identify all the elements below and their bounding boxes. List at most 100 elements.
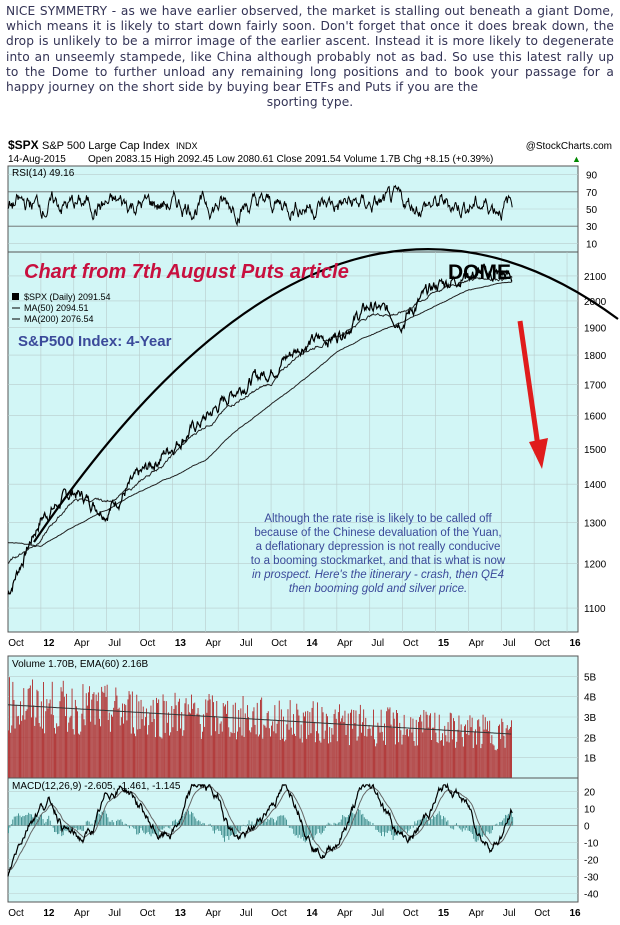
volume-bar <box>358 714 360 778</box>
volume-bar <box>80 731 82 778</box>
macd-hist-bar <box>291 825 293 829</box>
x-tick-label-bottom: Jul <box>503 908 516 919</box>
volume-bar <box>140 699 142 778</box>
rsi-tick-label: 70 <box>586 188 598 199</box>
volume-bar <box>105 697 107 778</box>
volume-bar <box>17 715 19 778</box>
volume-bar <box>405 729 407 778</box>
volume-bar <box>401 744 403 778</box>
volume-bar <box>77 711 78 778</box>
macd-hist-bar <box>458 825 460 829</box>
macd-hist-bar <box>264 819 266 826</box>
volume-bar <box>70 715 72 778</box>
volume-bar <box>377 722 379 778</box>
x-tick-label: 13 <box>175 638 187 649</box>
volume-bar <box>418 721 419 778</box>
volume-bar <box>33 705 35 778</box>
macd-hist-bar <box>55 825 57 833</box>
volume-bar <box>264 725 266 778</box>
volume-bar <box>69 717 71 778</box>
price-tick-label: 2100 <box>584 272 607 283</box>
volume-bar <box>261 697 263 778</box>
volume-bar <box>460 724 462 778</box>
volume-bar <box>13 700 15 778</box>
volume-bar <box>85 693 87 778</box>
macd-hist-bar <box>165 825 166 827</box>
volume-bar <box>369 728 371 778</box>
volume-bar <box>260 699 261 778</box>
down-arrow-head <box>529 438 548 469</box>
macd-hist-bar <box>88 821 90 826</box>
macd-hist-bar <box>444 817 446 826</box>
macd-tick-label: 10 <box>584 805 596 816</box>
macd-hist-bar <box>169 825 171 829</box>
volume-bar <box>205 699 207 778</box>
volume-bar <box>166 722 168 778</box>
macd-hist-bar <box>22 815 24 826</box>
volume-bar <box>196 713 198 778</box>
volume-bar <box>195 716 197 778</box>
commentary-line-4: to a booming stockmarket, and that is wh… <box>251 555 506 567</box>
volume-bar <box>318 733 320 778</box>
volume-bar <box>10 732 12 778</box>
macd-hist-bar <box>428 823 430 826</box>
macd-hist-bar <box>127 825 129 827</box>
volume-bar <box>22 715 24 778</box>
volume-bar <box>12 681 14 778</box>
volume-bar <box>54 727 55 778</box>
volume-bar <box>169 735 170 778</box>
macd-hist-bar <box>137 825 139 835</box>
volume-bar <box>104 685 106 778</box>
macd-hist-bar <box>113 822 115 826</box>
volume-bar <box>141 719 143 778</box>
macd-hist-bar <box>159 825 161 832</box>
macd-hist-bar <box>129 825 130 829</box>
volume-bar <box>267 711 269 778</box>
volume-tick-label: 4B <box>584 693 597 704</box>
volume-bar <box>194 702 196 778</box>
volume-bar <box>316 731 317 778</box>
volume-bar <box>273 731 275 778</box>
volume-bar <box>361 732 362 778</box>
volume-bar <box>209 699 211 778</box>
macd-hist-bar <box>506 815 508 826</box>
volume-bar <box>39 726 41 778</box>
volume-bar <box>337 712 339 778</box>
macd-hist-bar <box>49 820 51 826</box>
volume-bar <box>268 728 270 778</box>
volume-bar <box>237 731 238 778</box>
volume-bar <box>350 712 351 778</box>
macd-hist-bar <box>62 825 64 836</box>
volume-bar <box>504 747 506 778</box>
volume-bar <box>225 704 226 778</box>
volume-bar <box>40 701 42 778</box>
volume-bar <box>368 725 370 778</box>
macd-hist-bar <box>283 815 285 826</box>
volume-bar <box>134 733 135 778</box>
macd-hist-bar <box>265 821 267 826</box>
macd-hist-bar <box>140 825 142 829</box>
volume-bar <box>370 735 372 778</box>
volume-bar <box>304 716 305 778</box>
volume-bar <box>381 731 383 778</box>
volume-bar <box>244 713 246 778</box>
volume-bar <box>415 719 417 778</box>
volume-bar <box>352 728 354 778</box>
volume-bar <box>109 731 111 778</box>
volume-bar <box>392 712 394 778</box>
macd-hist-bar <box>443 816 444 826</box>
down-arrow <box>517 320 548 469</box>
volume-bar <box>321 707 323 778</box>
volume-bar <box>467 720 469 778</box>
macd-hist-bar <box>415 823 417 826</box>
macd-hist-bar <box>512 816 514 826</box>
macd-hist-bar <box>346 817 348 826</box>
price-tick-label: 1400 <box>584 480 607 491</box>
volume-bar <box>86 705 88 778</box>
volume-bar <box>165 701 167 778</box>
volume-bar <box>138 701 140 778</box>
volume-bar <box>373 709 374 778</box>
volume-bar <box>26 709 28 778</box>
macd-hist-bar <box>335 823 336 826</box>
volume-bar <box>161 738 163 778</box>
